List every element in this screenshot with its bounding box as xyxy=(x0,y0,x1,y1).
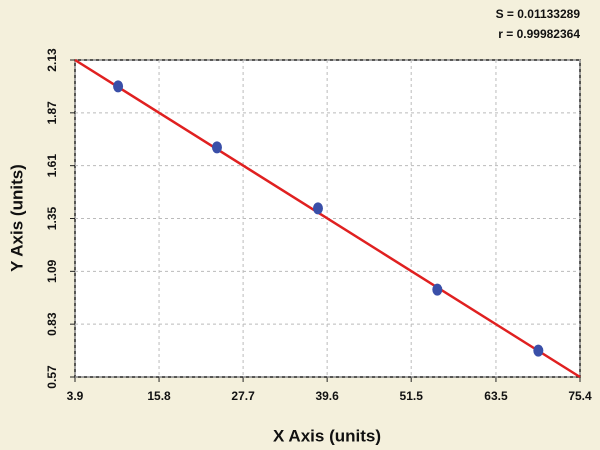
y-tick-label: 0.57 xyxy=(45,365,59,389)
data-point xyxy=(211,141,222,154)
y-tick-label: 2.13 xyxy=(45,48,59,72)
data-point xyxy=(533,344,544,357)
data-point xyxy=(113,80,124,93)
y-tick-label: 1.87 xyxy=(45,101,59,125)
x-tick-label: 75.4 xyxy=(568,389,592,403)
data-point xyxy=(312,202,323,215)
y-tick-label: 1.61 xyxy=(45,154,59,178)
x-tick-label: 63.5 xyxy=(484,389,508,403)
fit-line xyxy=(74,58,581,379)
x-axis-label: X Axis (units) xyxy=(273,426,381,445)
annotation: S = 0.01133289 xyxy=(496,7,581,21)
y-tick-label: 1.35 xyxy=(45,206,59,230)
y-tick-label: 1.09 xyxy=(45,259,59,283)
x-tick-label: 3.9 xyxy=(67,389,84,403)
annotation: r = 0.99982364 xyxy=(498,27,580,41)
x-tick-label: 15.8 xyxy=(147,389,171,403)
x-tick-label: 51.5 xyxy=(400,389,424,403)
x-tick-label: 27.7 xyxy=(231,389,255,403)
x-tick-label: 39.6 xyxy=(315,389,339,403)
data-point xyxy=(432,283,443,296)
y-axis-label: Y Axis (units) xyxy=(7,164,26,272)
y-tick-label: 0.83 xyxy=(45,312,59,336)
